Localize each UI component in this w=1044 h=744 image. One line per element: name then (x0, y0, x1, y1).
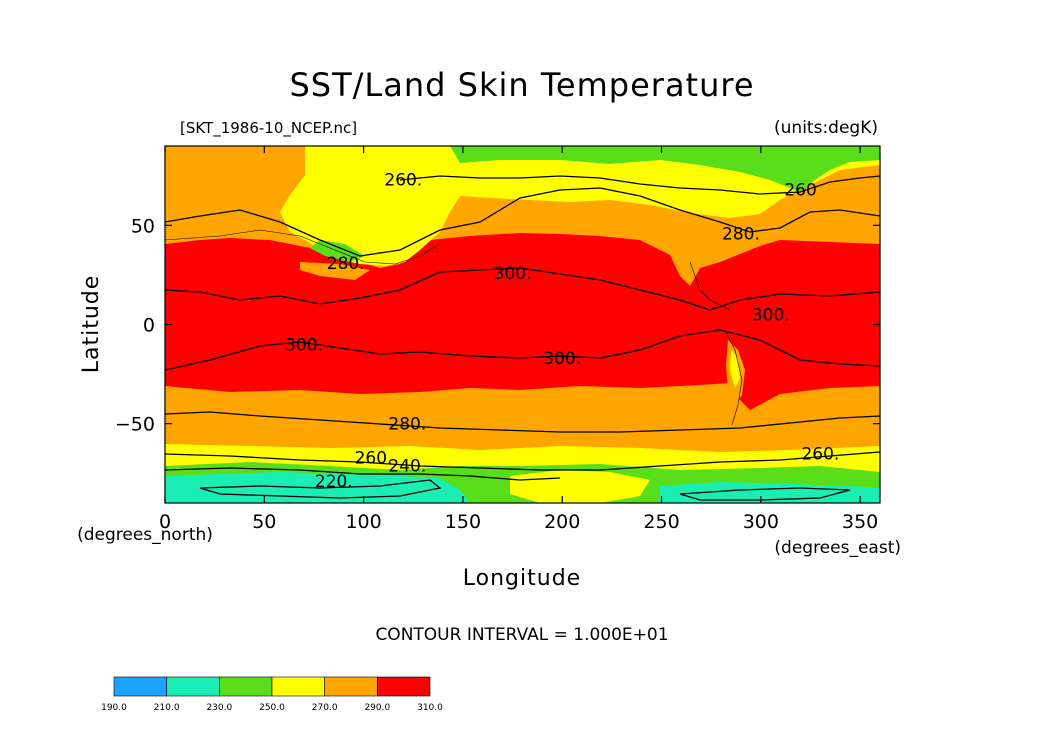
band-250-270-north (280, 146, 880, 266)
y-tick-label: −50 (115, 414, 155, 436)
contour-240-south (165, 467, 561, 481)
colorbar-tick-label: 190.0 (101, 703, 127, 713)
contour-300-south (165, 329, 880, 371)
contour-300-north (165, 267, 880, 311)
y-tick-label: 50 (131, 215, 155, 237)
contour-280-north (165, 187, 880, 257)
contour-lines (165, 175, 880, 501)
contour-label: 260. (801, 444, 839, 464)
x-tick-label: 350 (842, 511, 878, 533)
contour-260-south (165, 451, 880, 471)
x-axis: 0 50 100 150 200 250 300 350 (159, 146, 878, 533)
x-unit-label: (degrees_east) (774, 538, 901, 558)
map-title: SST/Land Skin Temperature (289, 66, 754, 104)
contour-label: 300. (285, 335, 323, 355)
coast-outline (165, 229, 743, 426)
colorbar-tick-label: 310.0 (417, 703, 443, 713)
colorbar-tick-label: 290.0 (364, 703, 390, 713)
x-tick-label: 250 (643, 511, 679, 533)
colorbar-swatch (271, 676, 325, 697)
contour-280-south (165, 411, 880, 433)
contour-label: 260. (355, 448, 393, 468)
y-unit-label: (degrees_north) (77, 525, 213, 545)
colorbar-swatch (166, 676, 220, 697)
colorbar-tick-label: 210.0 (154, 703, 180, 713)
contour-label: 300. (543, 349, 581, 369)
y-axis: 50 0 −50 (115, 215, 880, 436)
x-axis-title: Longitude (463, 566, 581, 591)
y-tick-label: 0 (143, 315, 155, 337)
y-axis-title: Latitude (79, 275, 104, 374)
colorbar-swatch (219, 676, 273, 697)
contour-label: 280. (327, 254, 365, 274)
contour-label: 300. (752, 306, 790, 326)
x-tick-label: 300 (743, 511, 779, 533)
band-230-250-north (450, 146, 880, 192)
x-tick-label: 0 (159, 511, 171, 533)
x-tick-label: 200 (544, 511, 580, 533)
contour-220-south-2 (679, 487, 851, 501)
contour-label: 240. (388, 456, 426, 476)
file-label: [SKT_1986-10_NCEP.nc] (180, 119, 357, 138)
colorbar-swatch (113, 676, 167, 697)
x-tick-label: 100 (345, 511, 381, 533)
contour-interval-label: CONTOUR INTERVAL = 1.000E+01 (375, 625, 668, 645)
colorbar-tick-label: 270.0 (312, 703, 338, 713)
colorbar-swatch (377, 676, 431, 697)
contour-label: 260 (784, 181, 816, 201)
band-210-230-south-2 (660, 482, 880, 503)
units-label: (units:degK) (774, 118, 878, 138)
tibet-feature (300, 262, 370, 280)
colorbar-tick-label: 250.0 (259, 703, 285, 713)
contour-220-south (199, 479, 442, 499)
x-tick-label: 150 (445, 511, 481, 533)
contour-label: 280. (388, 415, 426, 435)
contour-label: 280. (722, 224, 760, 244)
x-tick-label: 50 (252, 511, 276, 533)
contour-260-north (399, 175, 880, 195)
contour-label: 260. (384, 171, 422, 191)
colorbar: 190.0 210.0 230.0 250.0 270.0 290.0 310.0 (101, 676, 443, 713)
contour-label: 300. (494, 264, 532, 284)
contour-label: 220. (315, 472, 353, 492)
colorbar-tick-label: 230.0 (206, 703, 232, 713)
colorbar-swatch (324, 676, 378, 697)
